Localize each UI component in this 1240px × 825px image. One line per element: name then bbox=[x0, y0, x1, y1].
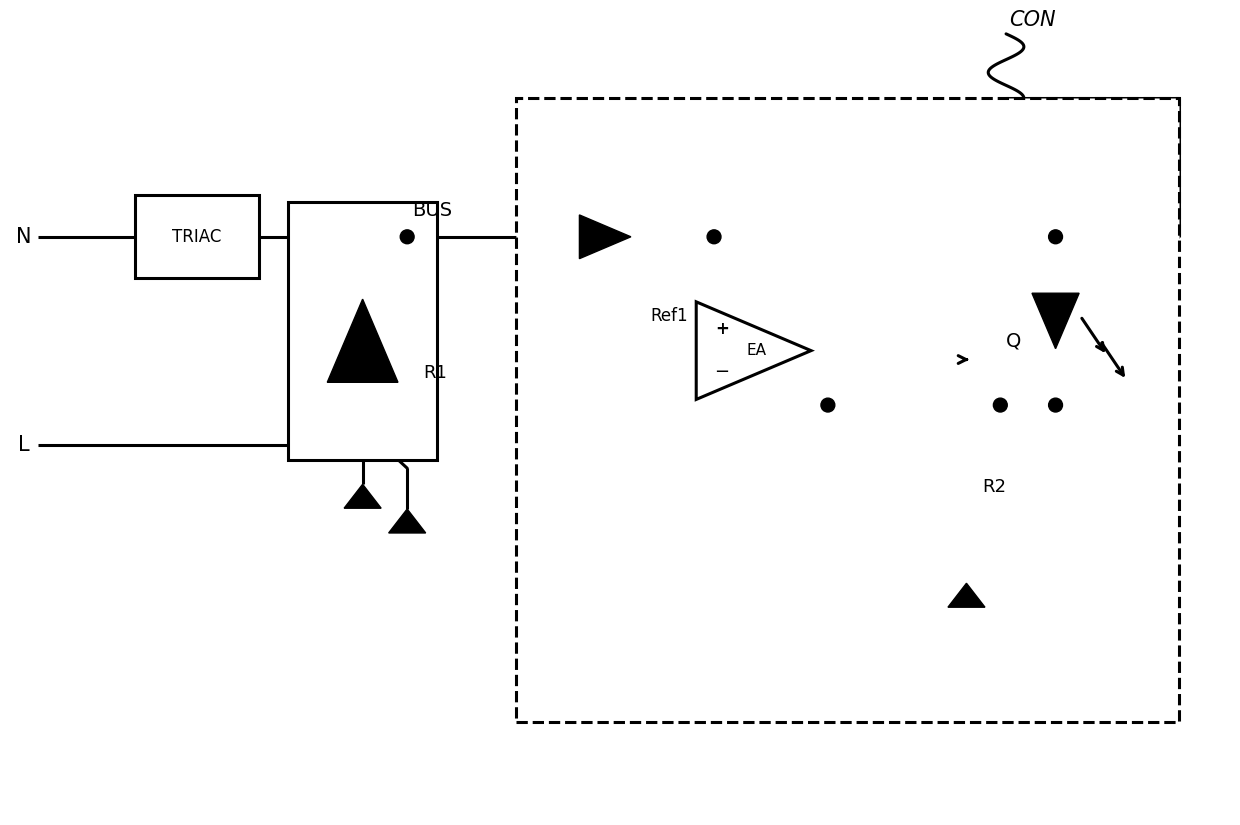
Circle shape bbox=[1049, 398, 1063, 412]
Text: R2: R2 bbox=[982, 478, 1007, 496]
Text: EA: EA bbox=[746, 343, 766, 358]
Text: N: N bbox=[16, 227, 32, 247]
Text: CON: CON bbox=[1009, 10, 1056, 30]
Polygon shape bbox=[696, 302, 811, 399]
Text: TRIAC: TRIAC bbox=[172, 228, 222, 246]
Text: Q: Q bbox=[1006, 331, 1022, 351]
Text: Ref1: Ref1 bbox=[651, 307, 688, 325]
Circle shape bbox=[1049, 230, 1063, 243]
Text: −: − bbox=[714, 364, 729, 381]
Polygon shape bbox=[947, 583, 985, 607]
Polygon shape bbox=[345, 484, 381, 508]
Polygon shape bbox=[388, 509, 425, 533]
FancyBboxPatch shape bbox=[516, 98, 1179, 722]
Polygon shape bbox=[327, 299, 398, 382]
Text: R1: R1 bbox=[423, 364, 446, 382]
Polygon shape bbox=[579, 215, 631, 259]
Circle shape bbox=[707, 230, 720, 243]
FancyBboxPatch shape bbox=[135, 196, 259, 278]
Circle shape bbox=[993, 398, 1007, 412]
Circle shape bbox=[821, 398, 835, 412]
Text: BUS: BUS bbox=[412, 201, 453, 220]
Circle shape bbox=[401, 230, 414, 243]
Polygon shape bbox=[1032, 293, 1079, 349]
FancyBboxPatch shape bbox=[289, 202, 436, 460]
Text: L: L bbox=[19, 435, 30, 455]
Text: +: + bbox=[715, 320, 729, 337]
